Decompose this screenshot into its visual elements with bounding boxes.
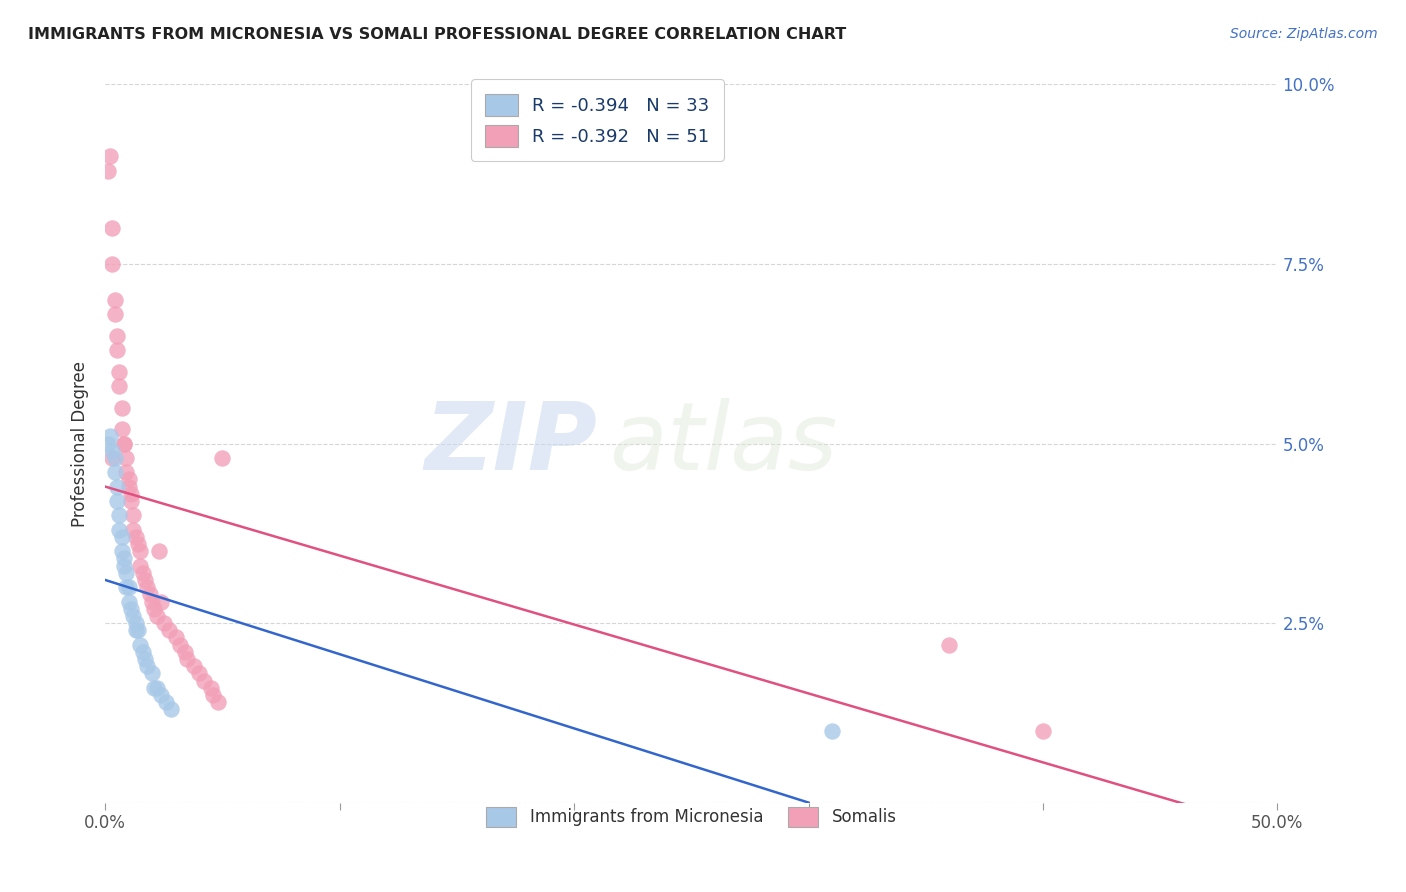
Point <box>118 480 141 494</box>
Point <box>120 494 142 508</box>
Point <box>108 379 131 393</box>
Point <box>125 615 148 630</box>
Point <box>96 163 118 178</box>
Point <box>111 544 134 558</box>
Point <box>183 659 205 673</box>
Point <box>141 594 163 608</box>
Point <box>129 638 152 652</box>
Point <box>160 702 183 716</box>
Point <box>211 450 233 465</box>
Point <box>104 307 127 321</box>
Point <box>136 580 159 594</box>
Point <box>104 465 127 479</box>
Point <box>129 558 152 573</box>
Point <box>112 436 135 450</box>
Point <box>176 652 198 666</box>
Point <box>115 580 138 594</box>
Point <box>118 580 141 594</box>
Point <box>125 530 148 544</box>
Point <box>136 659 159 673</box>
Point <box>146 681 169 695</box>
Point <box>165 631 187 645</box>
Point <box>129 544 152 558</box>
Point <box>105 494 128 508</box>
Point <box>153 615 176 630</box>
Text: Source: ZipAtlas.com: Source: ZipAtlas.com <box>1230 27 1378 41</box>
Point <box>125 624 148 638</box>
Point <box>169 638 191 652</box>
Point <box>115 566 138 580</box>
Point <box>207 695 229 709</box>
Point <box>122 508 145 523</box>
Point <box>115 450 138 465</box>
Point <box>174 645 197 659</box>
Text: ZIP: ZIP <box>425 398 598 490</box>
Point <box>134 573 156 587</box>
Point <box>938 638 960 652</box>
Point <box>127 537 149 551</box>
Point <box>101 450 124 465</box>
Point <box>200 681 222 695</box>
Point <box>188 666 211 681</box>
Point <box>108 508 131 523</box>
Point <box>146 608 169 623</box>
Point <box>105 328 128 343</box>
Point <box>98 149 121 163</box>
Point <box>101 443 124 458</box>
Point <box>150 688 173 702</box>
Point <box>139 587 162 601</box>
Point <box>111 422 134 436</box>
Point <box>120 601 142 615</box>
Point <box>155 695 177 709</box>
Point <box>104 293 127 307</box>
Point <box>101 257 124 271</box>
Point <box>96 436 118 450</box>
Point <box>108 365 131 379</box>
Point <box>98 429 121 443</box>
Point <box>118 594 141 608</box>
Point <box>1032 723 1054 738</box>
Point <box>821 723 844 738</box>
Point <box>132 566 155 580</box>
Point <box>148 544 170 558</box>
Point <box>115 465 138 479</box>
Point <box>134 652 156 666</box>
Point <box>105 480 128 494</box>
Point <box>105 343 128 358</box>
Point <box>112 558 135 573</box>
Point <box>118 472 141 486</box>
Point <box>111 530 134 544</box>
Point <box>101 221 124 235</box>
Point <box>104 450 127 465</box>
Point <box>141 666 163 681</box>
Point <box>111 401 134 415</box>
Point <box>193 673 215 688</box>
Point <box>122 608 145 623</box>
Point <box>132 645 155 659</box>
Point <box>143 681 166 695</box>
Point <box>120 487 142 501</box>
Point <box>143 601 166 615</box>
Text: atlas: atlas <box>609 398 838 489</box>
Legend: Immigrants from Micronesia, Somalis: Immigrants from Micronesia, Somalis <box>479 800 903 834</box>
Point <box>202 688 225 702</box>
Text: IMMIGRANTS FROM MICRONESIA VS SOMALI PROFESSIONAL DEGREE CORRELATION CHART: IMMIGRANTS FROM MICRONESIA VS SOMALI PRO… <box>28 27 846 42</box>
Point <box>108 523 131 537</box>
Point <box>157 624 180 638</box>
Point <box>150 594 173 608</box>
Point <box>112 436 135 450</box>
Point <box>122 523 145 537</box>
Point <box>112 551 135 566</box>
Point <box>127 624 149 638</box>
Y-axis label: Professional Degree: Professional Degree <box>72 360 89 526</box>
